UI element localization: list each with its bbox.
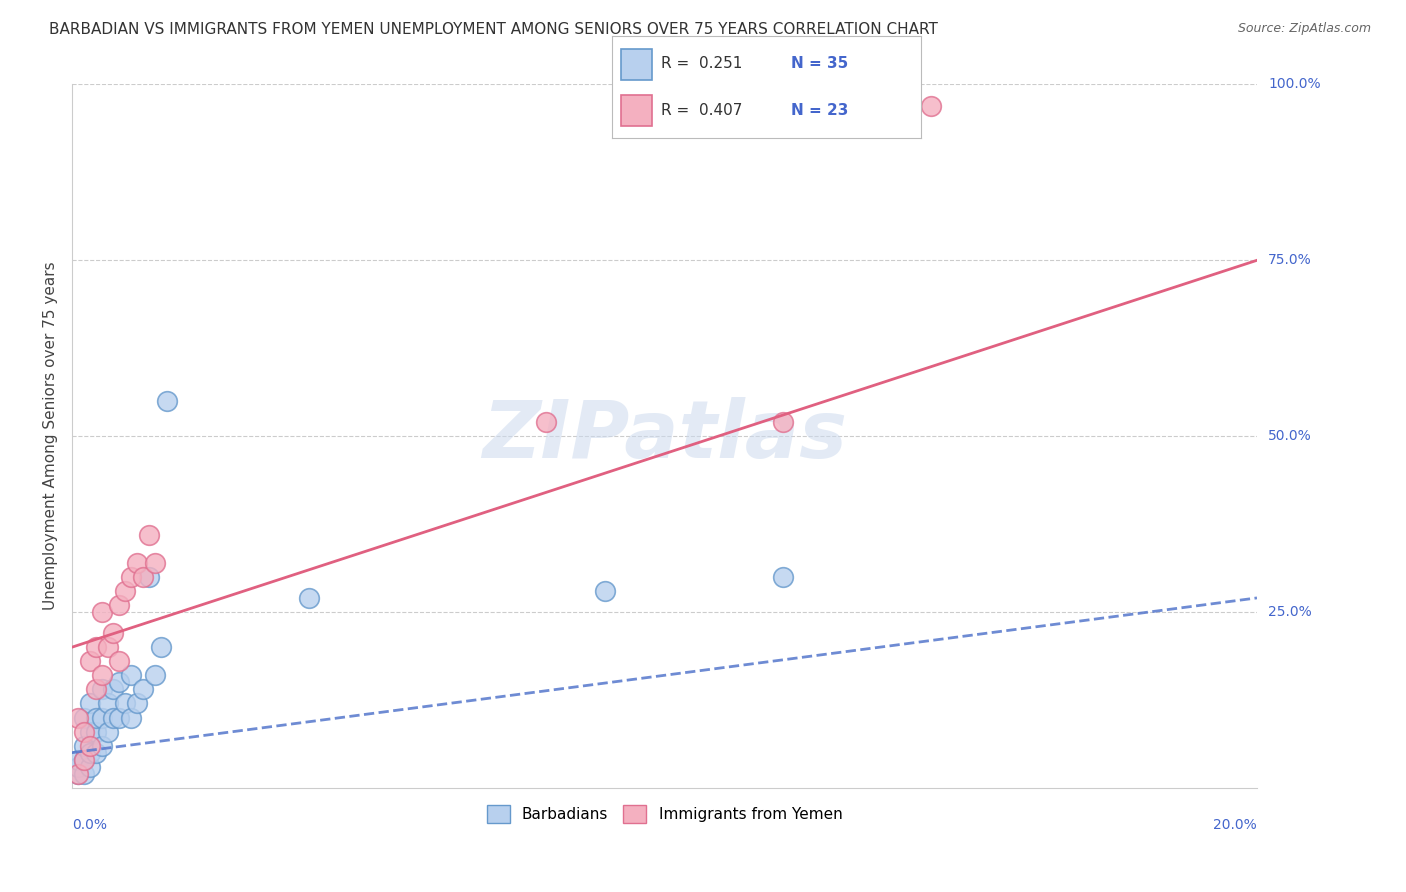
- Text: 0.0%: 0.0%: [72, 818, 107, 832]
- Text: 50.0%: 50.0%: [1268, 429, 1312, 443]
- Point: [84, 724, 107, 739]
- Bar: [621, 49, 652, 79]
- Point: [90, 605, 112, 619]
- Point: [90, 668, 112, 682]
- Point: [143, 668, 166, 682]
- Point: [73, 724, 96, 739]
- Point: [66, 753, 89, 767]
- Point: [79, 724, 101, 739]
- Point: [108, 710, 131, 724]
- Point: [96, 640, 118, 655]
- Point: [772, 415, 794, 429]
- Point: [138, 570, 160, 584]
- Point: [127, 697, 149, 711]
- Point: [920, 98, 942, 112]
- Bar: [621, 95, 652, 126]
- Legend: Barbadians, Immigrants from Yemen: Barbadians, Immigrants from Yemen: [481, 798, 848, 830]
- Point: [298, 591, 321, 605]
- Point: [149, 640, 172, 655]
- Point: [66, 760, 89, 774]
- Point: [103, 682, 125, 697]
- Y-axis label: Unemployment Among Seniors over 75 years: Unemployment Among Seniors over 75 years: [44, 262, 58, 610]
- Text: 25.0%: 25.0%: [1268, 605, 1312, 619]
- Point: [79, 654, 101, 668]
- Text: N = 23: N = 23: [792, 103, 848, 118]
- Point: [103, 626, 125, 640]
- Point: [772, 570, 794, 584]
- Text: 75.0%: 75.0%: [1268, 253, 1312, 268]
- Text: R =  0.407: R = 0.407: [661, 103, 742, 118]
- Point: [156, 394, 179, 409]
- Text: 20.0%: 20.0%: [1213, 818, 1257, 832]
- Text: 100.0%: 100.0%: [1268, 78, 1320, 92]
- Point: [84, 640, 107, 655]
- Point: [143, 556, 166, 570]
- Point: [73, 710, 96, 724]
- Point: [73, 766, 96, 780]
- Point: [132, 682, 155, 697]
- Point: [73, 753, 96, 767]
- Text: N = 35: N = 35: [792, 56, 848, 70]
- Point: [66, 710, 89, 724]
- Point: [66, 766, 89, 780]
- Text: ZIPatlas: ZIPatlas: [482, 397, 846, 475]
- Point: [79, 760, 101, 774]
- Point: [108, 598, 131, 612]
- Point: [84, 746, 107, 760]
- Point: [79, 746, 101, 760]
- Point: [79, 697, 101, 711]
- Point: [120, 570, 142, 584]
- Point: [73, 753, 96, 767]
- Point: [108, 675, 131, 690]
- Point: [120, 668, 142, 682]
- Point: [90, 739, 112, 753]
- Point: [79, 739, 101, 753]
- Point: [84, 710, 107, 724]
- Text: Source: ZipAtlas.com: Source: ZipAtlas.com: [1237, 22, 1371, 36]
- Point: [103, 710, 125, 724]
- Point: [84, 682, 107, 697]
- Point: [534, 415, 557, 429]
- Point: [90, 682, 112, 697]
- Point: [96, 724, 118, 739]
- Point: [66, 766, 89, 780]
- Point: [114, 697, 136, 711]
- Point: [90, 710, 112, 724]
- Text: R =  0.251: R = 0.251: [661, 56, 742, 70]
- Text: BARBADIAN VS IMMIGRANTS FROM YEMEN UNEMPLOYMENT AMONG SENIORS OVER 75 YEARS CORR: BARBADIAN VS IMMIGRANTS FROM YEMEN UNEMP…: [49, 22, 938, 37]
- Point: [138, 527, 160, 541]
- Point: [120, 710, 142, 724]
- Point: [127, 556, 149, 570]
- Point: [114, 583, 136, 598]
- Point: [96, 697, 118, 711]
- Point: [593, 583, 616, 598]
- Point: [73, 739, 96, 753]
- Point: [108, 654, 131, 668]
- Point: [132, 570, 155, 584]
